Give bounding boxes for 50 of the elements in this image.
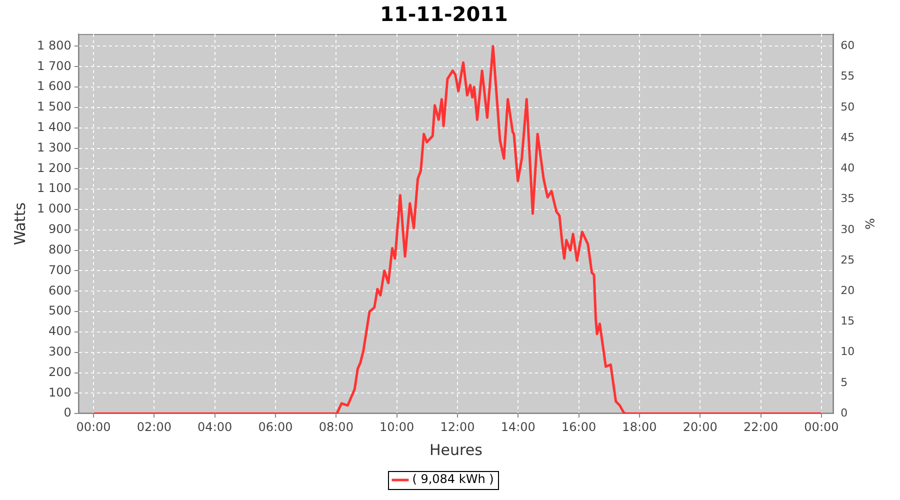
y2-tick-label: 40 — [840, 162, 855, 175]
x-tick-label: 18:00 — [622, 420, 657, 434]
y-tick-label: 1 800 — [36, 38, 72, 52]
y2-tick-label: 30 — [840, 222, 855, 236]
y-tick-label: 1 700 — [36, 58, 72, 73]
y-tick-label: 1 200 — [36, 160, 72, 175]
chart-title: 11-11-2011 — [380, 2, 508, 26]
y-tick-label: 300 — [48, 344, 72, 358]
legend-label: ( 9,084 kWh ) — [412, 472, 494, 486]
x-tick-label: 16:00 — [562, 420, 596, 434]
y2-tick-label: 0 — [840, 406, 848, 420]
x-tick-label: 04:00 — [198, 420, 232, 434]
y-tick-label: 600 — [48, 283, 72, 298]
x-tick-label: 00:00 — [804, 420, 839, 434]
x-tick-label: 02:00 — [136, 420, 172, 434]
x-tick-label: 22:00 — [744, 420, 778, 434]
y2-tick-label: 15 — [840, 314, 855, 328]
x-tick-label: 10:00 — [380, 420, 414, 434]
y-tick-label: 0 — [64, 406, 72, 420]
x-tick-label: 14:00 — [500, 420, 536, 434]
y-tick-label: 100 — [48, 385, 72, 400]
y2-tick-label: 50 — [840, 100, 855, 114]
x-axis-title: Heures — [430, 440, 483, 459]
x-tick-label: 08:00 — [318, 420, 354, 434]
y2-tick-label: 45 — [840, 130, 855, 144]
y2-tick-label: 10 — [840, 345, 855, 358]
y2-tick-label: 5 — [840, 376, 848, 389]
y-tick-label: 500 — [48, 304, 72, 318]
y-tick-label: 200 — [48, 364, 72, 379]
y-tick-label: 400 — [48, 324, 72, 338]
x-tick-label: 00:00 — [76, 420, 111, 434]
y2-tick-label: 35 — [840, 192, 855, 206]
y-tick-label: 1 500 — [36, 100, 72, 114]
x-tick-label: 20:00 — [682, 420, 718, 434]
y-tick-label: 800 — [48, 242, 72, 256]
y2-axis-title: % — [862, 218, 877, 230]
x-tick-label: 12:00 — [440, 420, 475, 434]
y-tick-label: 1 000 — [36, 202, 72, 216]
y-tick-label: 1 300 — [36, 140, 72, 154]
y2-tick-label: 20 — [840, 284, 855, 298]
y2-tick-label: 25 — [840, 253, 855, 266]
y-axis-title: Watts — [10, 202, 29, 246]
y-tick-label: 900 — [48, 222, 72, 236]
y-tick-label: 1 400 — [36, 120, 72, 134]
y2-tick-label: 60 — [840, 39, 855, 52]
y-tick-label: 1 100 — [36, 181, 72, 196]
x-tick-label: 06:00 — [258, 420, 293, 434]
y-tick-label: 1 600 — [36, 79, 72, 94]
y2-tick-label: 55 — [840, 70, 855, 83]
y-tick-label: 700 — [48, 262, 72, 277]
